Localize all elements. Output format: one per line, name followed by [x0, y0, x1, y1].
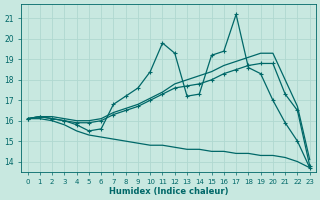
X-axis label: Humidex (Indice chaleur): Humidex (Indice chaleur) [109, 187, 228, 196]
